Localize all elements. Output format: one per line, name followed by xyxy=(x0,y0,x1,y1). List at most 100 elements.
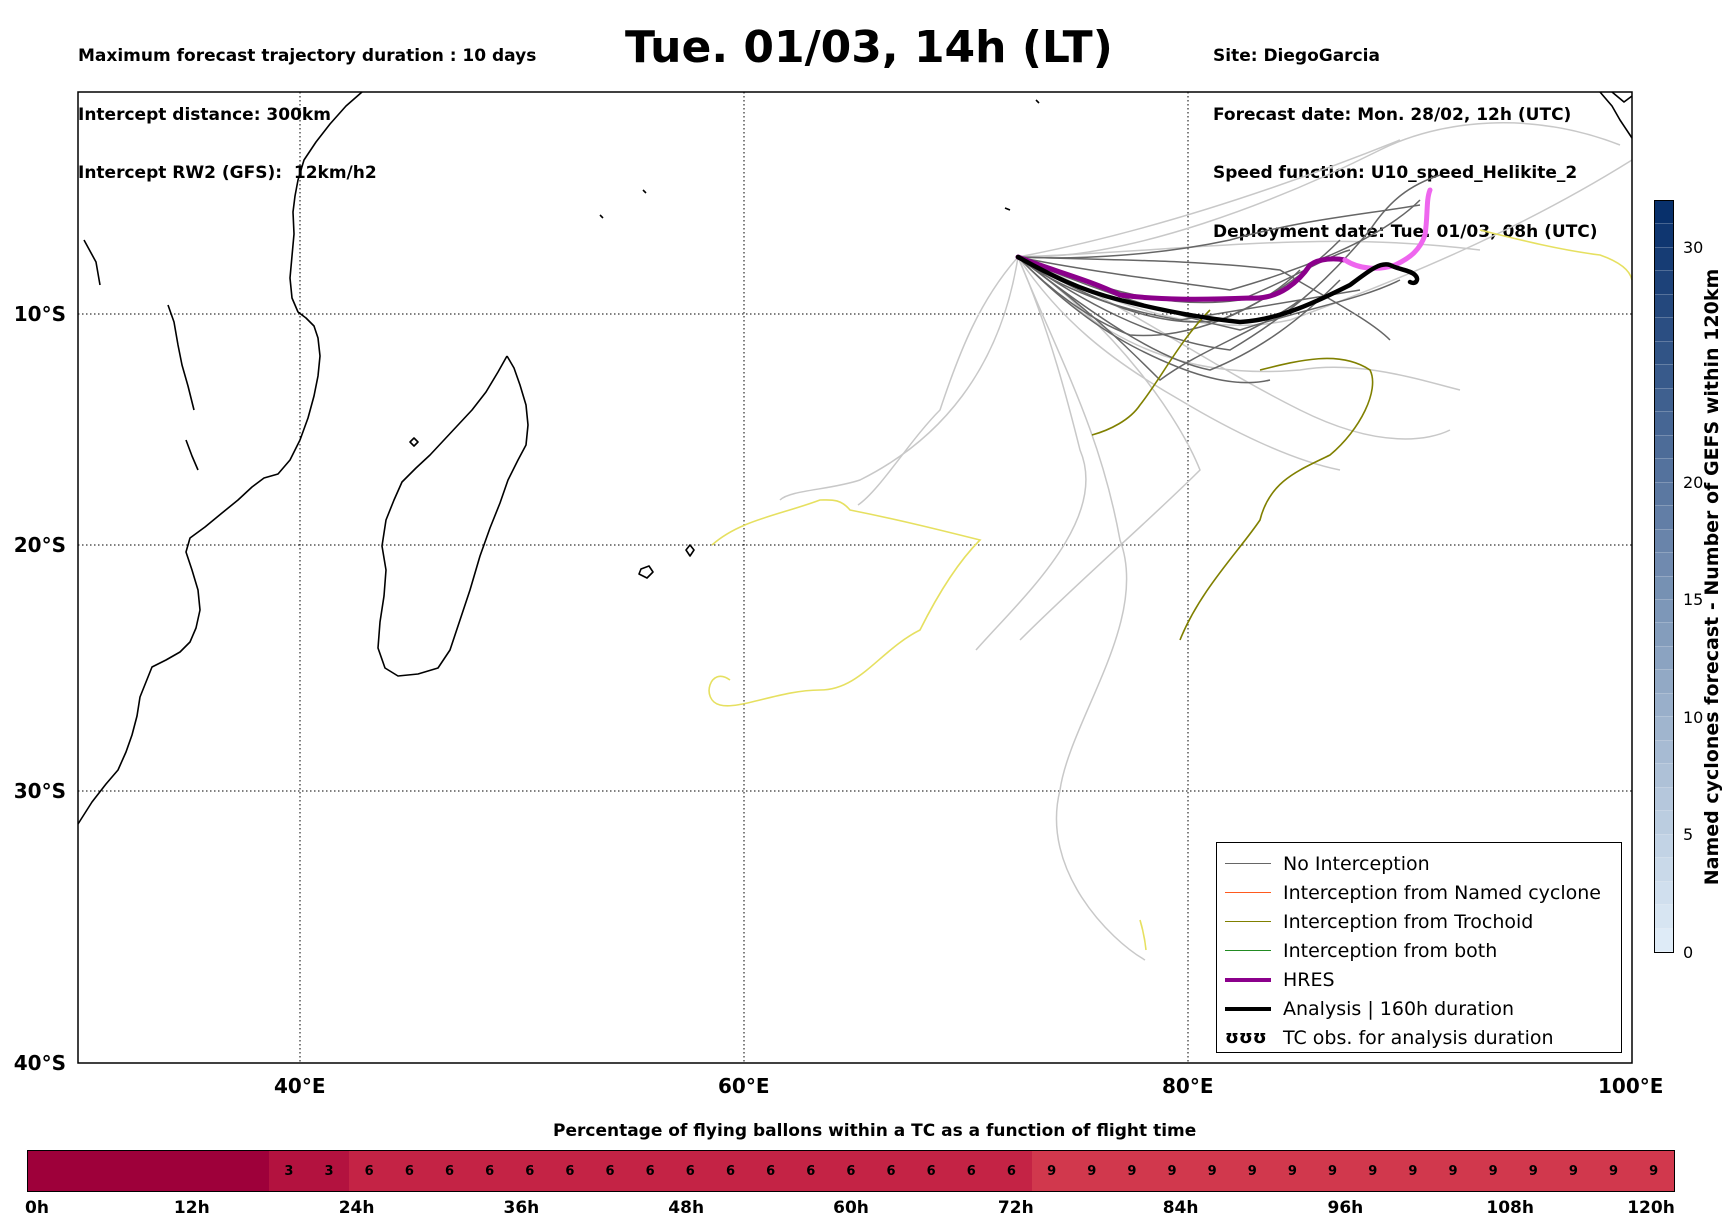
colorbar-segment xyxy=(1655,247,1673,272)
percentage-cell: 6 xyxy=(549,1151,590,1191)
percentage-cell: 6 xyxy=(349,1151,390,1191)
chagos-1 xyxy=(1035,99,1040,104)
analysis-track xyxy=(1015,254,1420,325)
percentage-cell: 6 xyxy=(429,1151,470,1191)
colorbar-segment xyxy=(1655,599,1673,624)
legend-item-hres: HRES xyxy=(1225,965,1621,994)
percentage-cell: 9 xyxy=(1352,1151,1393,1191)
max-duration-text: Maximum forecast trajectory duration : 1… xyxy=(78,46,537,66)
percentage-cell: 9 xyxy=(1192,1151,1233,1191)
colorbar-segment xyxy=(1655,717,1673,741)
page-title: Tue. 01/03, 14h (LT) xyxy=(625,22,1113,73)
percentage-cell: 3 xyxy=(308,1151,350,1191)
seychelles-2 xyxy=(599,214,604,219)
legend-item-analysis: Analysis | 160h duration xyxy=(1225,994,1621,1023)
percentage-cell xyxy=(68,1151,109,1191)
colorbar-segment xyxy=(1655,928,1673,952)
percentage-time-label: 120h xyxy=(1627,1198,1675,1218)
percentage-cell: 6 xyxy=(670,1151,711,1191)
colorbar-segment xyxy=(1655,388,1673,413)
percentage-cell: 6 xyxy=(469,1151,510,1191)
percentage-cell: 9 xyxy=(1473,1151,1514,1191)
colorbar-segment xyxy=(1655,858,1673,882)
percentage-cell: 6 xyxy=(630,1151,671,1191)
colorbar-segment xyxy=(1655,834,1673,859)
indonesia-edge xyxy=(1599,91,1633,139)
lon-label-60e: 60°E xyxy=(718,1074,770,1098)
percentage-time-label: 48h xyxy=(668,1198,705,1218)
percentage-cell: 9 xyxy=(1111,1151,1152,1191)
percentage-time-label: 72h xyxy=(997,1198,1034,1218)
percentage-time-label: 84h xyxy=(1162,1198,1199,1218)
legend: No Interception Interception from Named … xyxy=(1216,842,1622,1053)
colorbar-segment xyxy=(1655,341,1673,366)
colorbar-segment xyxy=(1655,576,1673,600)
legend-label: Interception from Named cyclone xyxy=(1283,881,1601,904)
colorbar-segment xyxy=(1655,811,1673,835)
colorbar-segment xyxy=(1655,764,1673,788)
percentage-cell: 9 xyxy=(1553,1151,1594,1191)
coastlines xyxy=(77,91,1633,825)
lon-label-40e: 40°E xyxy=(274,1074,326,1098)
ensemble-light-tracks xyxy=(779,122,1633,961)
lat-label-30s: 30°S xyxy=(13,779,66,803)
colorbar-segment xyxy=(1655,740,1673,765)
percentage-cell: 9 xyxy=(1633,1151,1674,1191)
legend-label: HRES xyxy=(1283,968,1335,991)
legend-item-no-interception: No Interception xyxy=(1225,849,1621,878)
colorbar-label: Named cyclones forecast - Number of GEFS… xyxy=(1701,268,1723,886)
legend-item-trochoid: Interception from Trochoid xyxy=(1225,907,1621,936)
percentage-cell: 9 xyxy=(1513,1151,1554,1191)
legend-swatch xyxy=(1225,950,1271,951)
gridlines xyxy=(78,92,1632,1063)
intercept-distance-text: Intercept distance: 300km xyxy=(78,104,331,125)
colorbar-segment xyxy=(1655,318,1673,342)
lon-label-80e: 80°E xyxy=(1162,1074,1214,1098)
percentage-cell: 9 xyxy=(1392,1151,1433,1191)
percentage-cell: 6 xyxy=(509,1151,550,1191)
percentage-cell: 9 xyxy=(1151,1151,1193,1191)
lake-nyasa xyxy=(185,439,199,471)
colorbar-segment xyxy=(1655,529,1673,554)
colorbar-segment xyxy=(1655,365,1673,389)
percentage-cell: 6 xyxy=(589,1151,631,1191)
tc-obs-glyph: ʊʊʊ xyxy=(1225,1027,1267,1048)
lake-shore xyxy=(167,304,195,411)
seychelles-1 xyxy=(642,189,647,194)
colorbar-segment xyxy=(1655,905,1673,929)
colorbar-segment xyxy=(1655,435,1673,460)
percentage-cell: 6 xyxy=(710,1151,751,1191)
legend-label: Interception from Trochoid xyxy=(1283,910,1534,933)
map-frame xyxy=(77,91,1633,1064)
legend-swatch xyxy=(1225,977,1271,982)
colorbar-segment xyxy=(1655,271,1673,295)
legend-item-both: Interception from both xyxy=(1225,936,1621,965)
site-text: Site: DiegoGarcia xyxy=(1213,46,1380,66)
percentage-cell: 6 xyxy=(830,1151,871,1191)
percentage-cell: 9 xyxy=(1232,1151,1273,1191)
colorbar-segment xyxy=(1655,294,1673,319)
colorbar-segment xyxy=(1655,787,1673,812)
percentage-cell: 9 xyxy=(1071,1151,1112,1191)
colorbar-tick-20: 20 xyxy=(1683,473,1704,492)
percentage-cell xyxy=(228,1151,269,1191)
percentage-cell: 6 xyxy=(870,1151,912,1191)
legend-swatch xyxy=(1225,921,1271,922)
percentage-time-label: 12h xyxy=(173,1198,210,1218)
colorbar-segment xyxy=(1655,482,1673,507)
intercept-rw2-text: Intercept RW2 (GFS): 12km/h2 xyxy=(78,163,377,183)
percentage-cell: 6 xyxy=(389,1151,430,1191)
maldives-1 xyxy=(1004,207,1011,211)
colorbar xyxy=(1654,200,1674,953)
percentage-cell: 9 xyxy=(1312,1151,1353,1191)
colorbar-tick-15: 15 xyxy=(1683,590,1704,609)
lake-tanganyika xyxy=(83,239,101,286)
percentage-cell xyxy=(148,1151,189,1191)
colorbar-segment xyxy=(1655,201,1673,225)
lat-label-20s: 20°S xyxy=(13,533,66,557)
mauritius-island xyxy=(685,544,695,557)
percentage-time-label: 24h xyxy=(338,1198,375,1218)
percentage-cell xyxy=(188,1151,229,1191)
